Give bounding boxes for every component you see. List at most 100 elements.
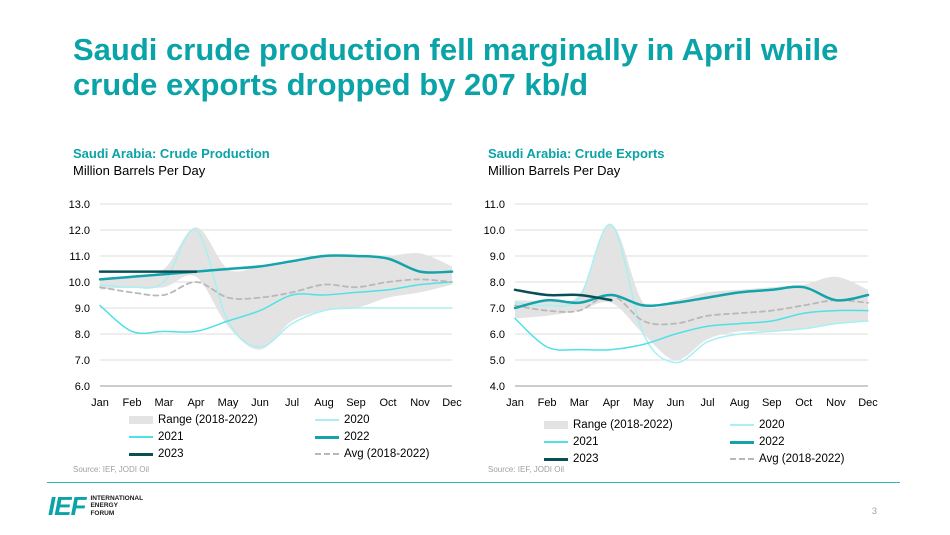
x-tick-label: Sep bbox=[346, 397, 366, 409]
y-tick-label: 6.0 bbox=[490, 329, 505, 341]
legend-label: 2023 bbox=[158, 448, 184, 460]
series-2020-swatch bbox=[730, 424, 754, 426]
legend-item-avg: Avg (2018-2022) bbox=[730, 453, 844, 465]
range-band bbox=[515, 224, 868, 361]
x-tick-label: Mar bbox=[155, 397, 174, 409]
range-band bbox=[100, 227, 452, 350]
x-tick-label: Oct bbox=[379, 397, 396, 409]
logo-text-line: ENERGY bbox=[90, 502, 118, 510]
series-line-s2020 bbox=[514, 224, 869, 364]
y-tick-label: 8.0 bbox=[490, 277, 505, 289]
y-tick-label: 5.0 bbox=[490, 355, 505, 367]
chart-title: Saudi Arabia: Crude Exports bbox=[488, 146, 665, 161]
logo-text: INTERNATIONAL ENERGY FORUM bbox=[90, 495, 143, 518]
legend-label: 2022 bbox=[759, 436, 785, 448]
x-tick-label: Apr bbox=[187, 397, 204, 409]
x-tick-label: Nov bbox=[410, 397, 430, 409]
chart-source: Source: IEF, JODI Oil bbox=[488, 465, 565, 474]
chart-panel-exports: Saudi Arabia: Crude Exports Million Barr… bbox=[484, 146, 908, 476]
y-tick-label: 12.0 bbox=[69, 225, 90, 237]
series-line-s2020 bbox=[99, 229, 453, 348]
x-tick-label: Jun bbox=[251, 397, 269, 409]
x-tick-label: Jun bbox=[667, 397, 685, 409]
x-tick-label: May bbox=[218, 397, 239, 409]
y-tick-label: 7.0 bbox=[75, 355, 90, 367]
legend-item-range: Range (2018-2022) bbox=[129, 414, 258, 426]
y-tick-label: 11.0 bbox=[69, 251, 90, 263]
series-2022-swatch bbox=[730, 440, 754, 444]
logo-text-line: INTERNATIONAL bbox=[90, 494, 144, 502]
exports-chart: 4.0 5.0 6.0 7.0 8.0 9.0 10.0 11.0 Jan Feb Mar Apr Ma… bbox=[484, 199, 879, 409]
x-tick-label: Jan bbox=[91, 397, 109, 409]
footer-divider bbox=[47, 482, 900, 483]
series-2021-swatch bbox=[129, 436, 153, 438]
y-tick-label: 7.0 bbox=[490, 303, 505, 315]
y-tick-label: 10.0 bbox=[484, 225, 505, 237]
legend-item-2021: 2021 bbox=[129, 431, 184, 443]
series-line-s2021 bbox=[99, 281, 453, 335]
logo-text-line: FORUM bbox=[90, 509, 115, 517]
series-line-s2022 bbox=[98, 254, 454, 281]
legend-label: 2020 bbox=[759, 419, 785, 431]
legend-label: 2021 bbox=[573, 436, 599, 448]
series-2021-swatch bbox=[544, 441, 568, 443]
x-tick-label: Jul bbox=[701, 397, 715, 409]
series-line-avg bbox=[514, 294, 869, 326]
legend-label: Avg (2018-2022) bbox=[759, 453, 845, 465]
y-tick-label: 9.0 bbox=[490, 251, 505, 263]
avg-swatch bbox=[315, 453, 339, 455]
legend-item-avg: Avg (2018-2022) bbox=[315, 448, 429, 460]
y-tick-label: 10.0 bbox=[69, 277, 90, 289]
chart-title: Saudi Arabia: Crude Production bbox=[73, 146, 270, 161]
legend-item-range: Range (2018-2022) bbox=[544, 419, 673, 431]
legend-label: 2021 bbox=[158, 431, 184, 443]
x-tick-label: Jan bbox=[506, 397, 524, 409]
legend-label: Range (2018-2022) bbox=[158, 414, 258, 426]
x-tick-label: Aug bbox=[730, 397, 750, 409]
y-tick-label: 9.0 bbox=[75, 303, 90, 315]
chart-ylabel: Million Barrels Per Day bbox=[488, 163, 621, 178]
series-2022-swatch bbox=[315, 435, 339, 439]
x-tick-label: Jul bbox=[285, 397, 299, 409]
page-number: 3 bbox=[872, 506, 878, 516]
legend-item-2023: 2023 bbox=[544, 453, 599, 465]
x-tick-label: Dec bbox=[858, 397, 878, 409]
range-swatch bbox=[544, 421, 568, 429]
x-tick-label: May bbox=[633, 397, 654, 409]
legend-item-2020: 2020 bbox=[730, 419, 785, 431]
y-tick-label: 4.0 bbox=[490, 381, 505, 393]
legend-label: Range (2018-2022) bbox=[573, 419, 673, 431]
chart-source: Source: IEF, JODI Oil bbox=[73, 465, 150, 474]
legend-item-2022: 2022 bbox=[315, 431, 370, 443]
series-line-avg bbox=[99, 278, 453, 300]
range-swatch bbox=[129, 416, 153, 424]
y-tick-label: 8.0 bbox=[75, 329, 90, 341]
legend-item-2021: 2021 bbox=[544, 436, 599, 448]
series-line-s2023 bbox=[513, 288, 613, 302]
legend-item-2023: 2023 bbox=[129, 448, 184, 460]
slide-title: Saudi crude production fell marginally i… bbox=[73, 32, 839, 102]
y-tick-label: 6.0 bbox=[75, 381, 90, 393]
legend-label: 2023 bbox=[573, 453, 599, 465]
legend-label: 2022 bbox=[344, 431, 370, 443]
ief-logo: IEF INTERNATIONAL ENERGY FORUM bbox=[48, 493, 143, 519]
chart-panel-production: Saudi Arabia: Crude Production Million B… bbox=[69, 146, 493, 476]
legend-label: Avg (2018-2022) bbox=[344, 448, 430, 460]
x-tick-label: Nov bbox=[826, 397, 846, 409]
series-line-s2021 bbox=[514, 309, 869, 351]
x-tick-label: Apr bbox=[603, 397, 620, 409]
legend-item-2022: 2022 bbox=[730, 436, 785, 448]
series-line-s2022 bbox=[513, 285, 870, 310]
y-tick-label: 11.0 bbox=[484, 199, 505, 211]
y-tick-label: 13.0 bbox=[69, 199, 90, 211]
x-tick-label: Mar bbox=[570, 397, 589, 409]
x-tick-label: Feb bbox=[123, 397, 142, 409]
x-tick-label: Sep bbox=[762, 397, 782, 409]
avg-swatch bbox=[730, 458, 754, 460]
x-tick-label: Feb bbox=[538, 397, 557, 409]
x-tick-label: Dec bbox=[442, 397, 462, 409]
series-2023-swatch bbox=[544, 457, 568, 461]
logo-mark: IEF bbox=[48, 491, 86, 521]
legend-label: 2020 bbox=[344, 414, 370, 426]
legend-item-2020: 2020 bbox=[315, 414, 370, 426]
